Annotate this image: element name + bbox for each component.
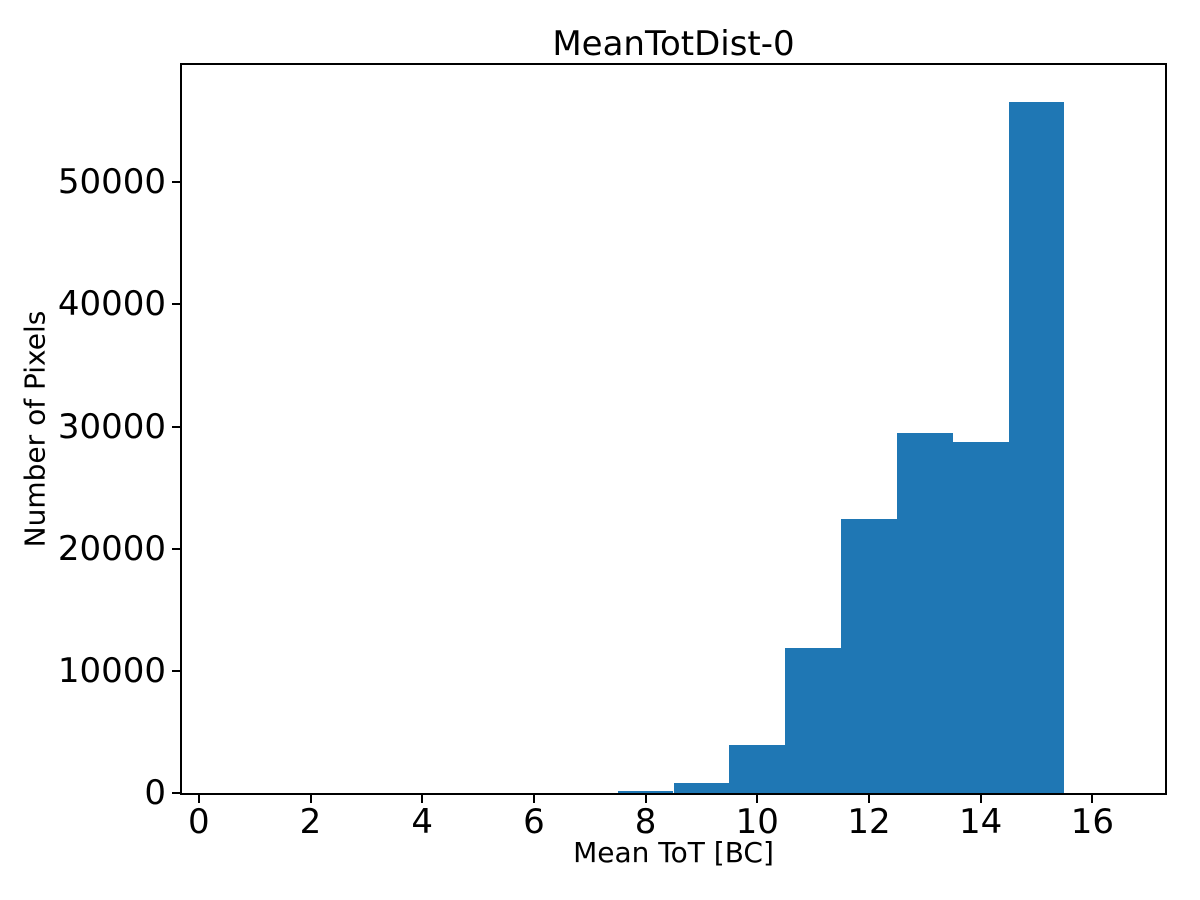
x-tick-mark bbox=[979, 795, 982, 803]
y-tick-mark bbox=[172, 181, 180, 184]
histogram-bar bbox=[1008, 101, 1065, 793]
histogram-bars bbox=[182, 65, 1165, 793]
x-tick-mark bbox=[868, 795, 870, 803]
x-tick-mark bbox=[197, 795, 200, 803]
x-tick-label: 12 bbox=[847, 802, 891, 842]
y-tick-label: 20000 bbox=[57, 528, 166, 569]
y-tick-label: 40000 bbox=[57, 284, 166, 325]
x-tick-mark bbox=[309, 795, 312, 803]
histogram-bar bbox=[617, 790, 674, 793]
y-tick-label: 50000 bbox=[57, 162, 166, 203]
x-tick-mark bbox=[644, 795, 647, 803]
y-tick-mark bbox=[172, 303, 180, 306]
y-tick-label: 10000 bbox=[57, 650, 166, 691]
y-tick-label: 0 bbox=[144, 773, 166, 813]
y-tick-mark bbox=[172, 669, 180, 672]
chart-title: MeanTotDist-0 bbox=[552, 24, 795, 64]
x-axis-label: Mean ToT [BC] bbox=[573, 836, 774, 869]
x-tick-mark bbox=[421, 795, 424, 803]
histogram-bar bbox=[841, 519, 897, 793]
x-tick-mark bbox=[1091, 795, 1094, 803]
x-tick-label: 2 bbox=[299, 802, 322, 842]
histogram-bar bbox=[785, 647, 842, 793]
histogram-bar bbox=[729, 745, 786, 793]
x-tick-mark bbox=[756, 795, 759, 803]
y-tick-mark bbox=[172, 547, 180, 550]
x-tick-mark bbox=[532, 795, 535, 803]
plot-area bbox=[180, 63, 1167, 795]
histogram-bar bbox=[673, 783, 730, 793]
x-tick-label: 14 bbox=[959, 802, 1003, 842]
x-tick-label: 10 bbox=[735, 802, 779, 842]
x-tick-label: 6 bbox=[523, 802, 545, 842]
y-tick-label: 30000 bbox=[57, 406, 166, 447]
x-tick-label: 0 bbox=[187, 802, 210, 842]
x-tick-label: 8 bbox=[634, 802, 657, 842]
y-tick-mark bbox=[172, 425, 180, 428]
histogram-bar bbox=[952, 442, 1009, 793]
y-axis-label: Number of Pixels bbox=[18, 310, 52, 548]
x-tick-label: 4 bbox=[411, 802, 433, 842]
histogram-bar bbox=[896, 432, 953, 793]
x-tick-label: 16 bbox=[1070, 802, 1115, 842]
y-tick-mark bbox=[172, 792, 180, 794]
